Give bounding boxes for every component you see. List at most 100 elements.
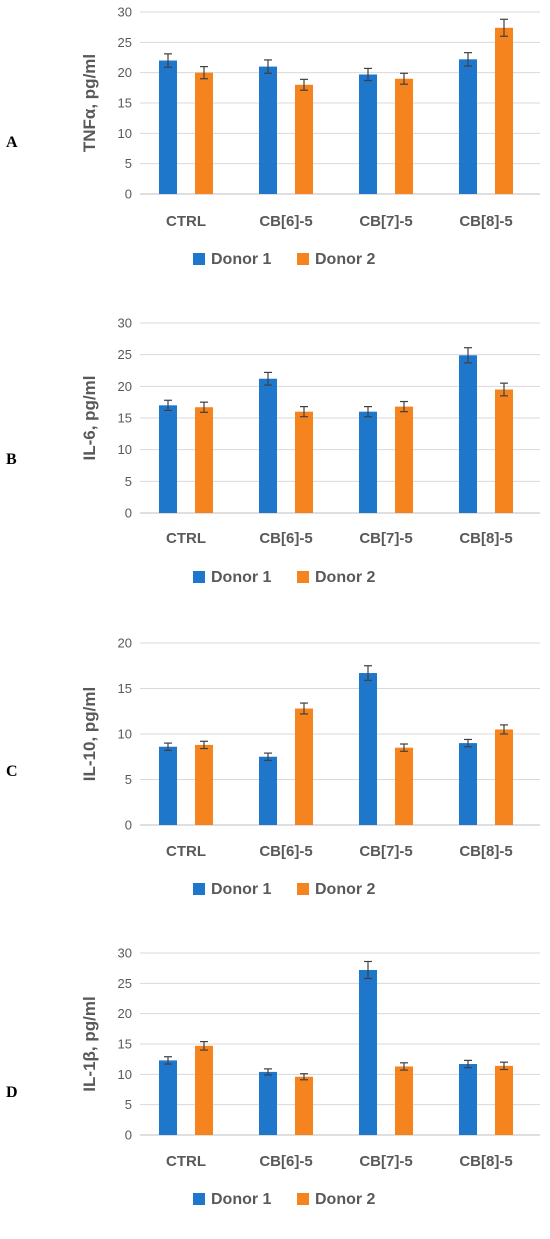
category-label: CB[6]-5 xyxy=(259,843,312,860)
error-bar xyxy=(464,347,472,364)
category-label: CB[8]-5 xyxy=(459,213,512,230)
legend-label-donor1: Donor 1 xyxy=(211,1191,272,1208)
legend-swatch-donor2 xyxy=(297,883,309,895)
bar-donor1 xyxy=(259,756,277,825)
legend-swatch-donor2 xyxy=(297,253,309,265)
error-bar xyxy=(200,740,208,750)
error-bar xyxy=(264,1068,272,1076)
y-tick-label: 5 xyxy=(125,1097,132,1112)
il1-beta-chart: 0 5 10 15 20 25 30 IL-1β, pg/ml CTRL CB[6]-5 CB[7]… xyxy=(80,946,540,1208)
error-bar xyxy=(400,72,408,85)
panel-letter-a: A xyxy=(6,134,18,151)
y-axis-label: TNFα, pg/ml xyxy=(80,54,99,152)
legend-label-donor2: Donor 2 xyxy=(315,881,376,898)
error-bar xyxy=(264,371,272,386)
bar-donor2 xyxy=(195,407,213,513)
bar-donor1 xyxy=(159,405,177,513)
y-tick-label: 0 xyxy=(125,1128,132,1143)
category-label: CB[6]-5 xyxy=(259,530,312,547)
bar-donor2 xyxy=(195,1045,213,1135)
error-bar xyxy=(500,1061,508,1071)
error-bar xyxy=(400,743,408,752)
bar-donor2 xyxy=(395,747,413,825)
error-bar xyxy=(500,382,508,397)
bar-donor2 xyxy=(295,1076,313,1135)
legend-swatch-donor1 xyxy=(193,1193,205,1205)
y-tick-label: 20 xyxy=(118,636,132,651)
error-bar xyxy=(300,702,308,715)
il6-chart: 0 5 10 15 20 25 30 IL-6, pg/ml CTRL CB[6]-5 CB[7]-… xyxy=(80,316,540,586)
category-label: CB[6]-5 xyxy=(259,213,312,230)
error-bar xyxy=(164,399,172,412)
panel-letter-c: C xyxy=(6,763,18,780)
bar-donor1 xyxy=(459,743,477,825)
legend-swatch-donor2 xyxy=(297,1193,309,1205)
category-label: CTRL xyxy=(166,843,206,860)
category-label: CB[7]-5 xyxy=(359,1153,412,1170)
bar-donor1 xyxy=(359,673,377,825)
legend-swatch-donor1 xyxy=(193,253,205,265)
bar-donor1 xyxy=(459,355,477,513)
category-label: CTRL xyxy=(166,1153,206,1170)
y-axis-label: IL-10, pg/ml xyxy=(80,687,99,781)
legend-label-donor1: Donor 1 xyxy=(211,251,272,268)
legend-swatch-donor1 xyxy=(193,571,205,583)
y-tick-label: 20 xyxy=(118,65,132,80)
error-bar xyxy=(264,752,272,761)
error-bar xyxy=(300,78,308,91)
bar-donor1 xyxy=(459,1064,477,1135)
bar-donor2 xyxy=(195,744,213,825)
category-label: CB[8]-5 xyxy=(459,1153,512,1170)
bar-donor1 xyxy=(259,378,277,513)
bar-donor2 xyxy=(295,411,313,513)
y-axis-label: IL-1β, pg/ml xyxy=(80,996,99,1091)
bar-donor2 xyxy=(495,27,513,195)
y-tick-label: 15 xyxy=(118,411,132,426)
y-tick-label: 25 xyxy=(118,347,132,362)
bar-donor2 xyxy=(395,78,413,194)
y-axis-label: IL-6, pg/ml xyxy=(80,376,99,461)
error-bar xyxy=(164,1056,172,1065)
y-tick-label: 30 xyxy=(118,316,132,331)
error-bar xyxy=(364,67,372,82)
panel-letter-d: D xyxy=(6,1084,18,1101)
error-bar xyxy=(400,400,408,413)
y-tick-label: 20 xyxy=(118,1006,132,1021)
error-bar xyxy=(464,52,472,67)
bar-donor1 xyxy=(359,411,377,513)
error-bar xyxy=(364,665,372,681)
y-tick-label: 25 xyxy=(118,35,132,50)
il10-chart: 0 5 10 15 20 IL-10, pg/ml CTRL CB[6]-5 CB[7]-5 CB… xyxy=(80,636,540,898)
error-bar xyxy=(364,960,372,980)
bar-donor2 xyxy=(495,729,513,825)
y-tick-label: 5 xyxy=(125,156,132,171)
y-tick-label: 10 xyxy=(118,727,132,742)
error-bar xyxy=(164,742,172,751)
error-bar xyxy=(400,1062,408,1071)
y-tick-label: 5 xyxy=(125,772,132,787)
panel-letter-b: B xyxy=(6,451,17,468)
bar-donor1 xyxy=(159,60,177,195)
legend-swatch-donor1 xyxy=(193,883,205,895)
bar-donor1 xyxy=(459,59,477,194)
category-label: CB[7]-5 xyxy=(359,843,412,860)
bar-donor1 xyxy=(159,1060,177,1135)
bar-donor2 xyxy=(195,72,213,194)
bar-donor1 xyxy=(159,746,177,825)
bar-donor1 xyxy=(359,969,377,1135)
bar-donor2 xyxy=(495,389,513,513)
y-tick-label: 15 xyxy=(118,681,132,696)
y-tick-label: 15 xyxy=(118,1037,132,1052)
legend-swatch-donor2 xyxy=(297,571,309,583)
y-tick-label: 20 xyxy=(118,379,132,394)
category-label: CTRL xyxy=(166,213,206,230)
error-bar xyxy=(164,53,172,68)
error-bar xyxy=(264,59,272,74)
y-tick-label: 30 xyxy=(118,5,132,20)
category-label: CTRL xyxy=(166,530,206,547)
category-label: CB[8]-5 xyxy=(459,530,512,547)
bar-donor2 xyxy=(295,708,313,825)
y-tick-label: 5 xyxy=(125,474,132,489)
category-label: CB[7]-5 xyxy=(359,530,412,547)
category-label: CB[6]-5 xyxy=(259,1153,312,1170)
